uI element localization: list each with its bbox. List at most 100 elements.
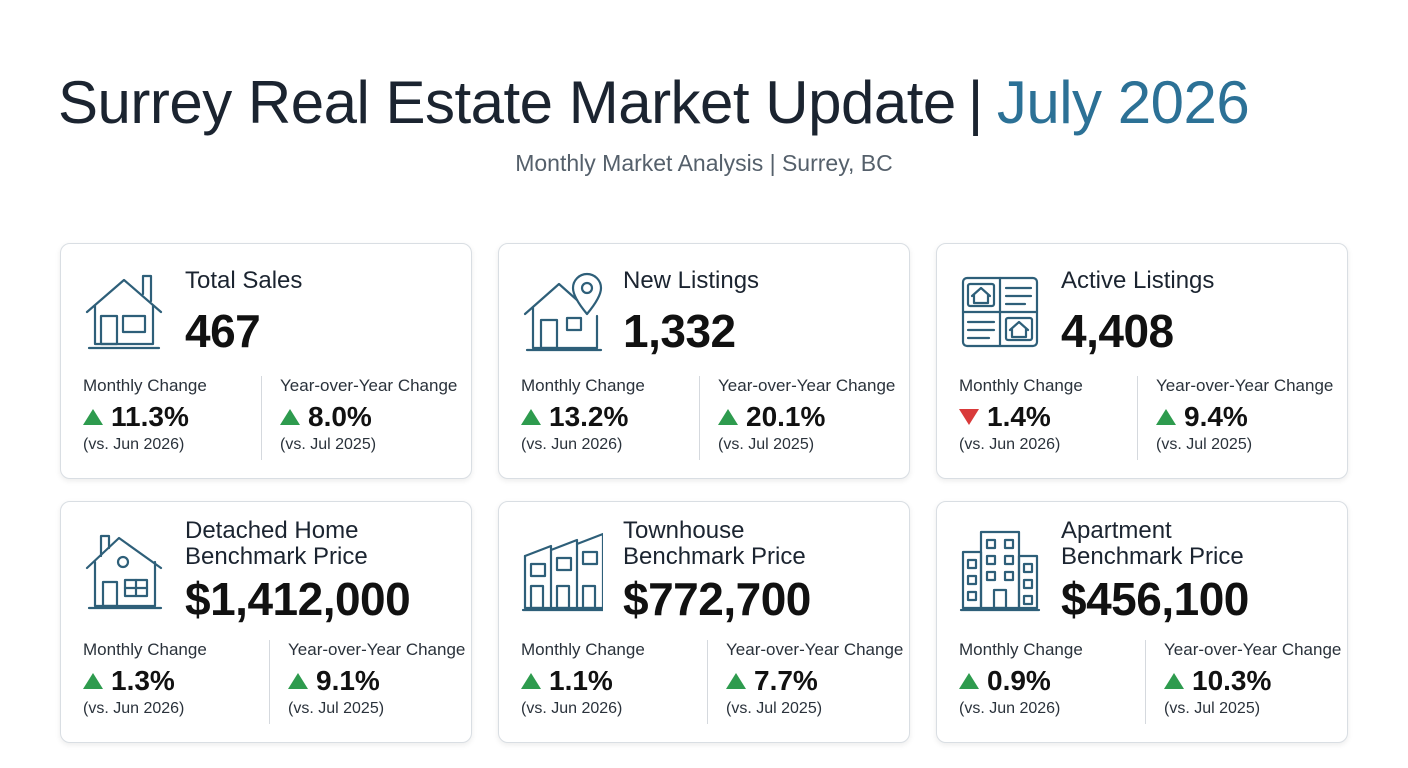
yoy-change: Year-over-Year Change 10.3% (vs. Jul 202… bbox=[1164, 640, 1354, 718]
house-icon bbox=[83, 268, 165, 354]
triangle-up-icon bbox=[521, 673, 541, 689]
card-new-listings: New Listings 1,332 Monthly Change 13.2% … bbox=[498, 243, 910, 479]
monthly-change: Monthly Change 11.3% (vs. Jun 2026) bbox=[83, 376, 273, 454]
triangle-up-icon bbox=[521, 409, 541, 425]
stat-value: 9.4% bbox=[1184, 401, 1248, 432]
triangle-up-icon bbox=[718, 409, 738, 425]
card-value: $772,700 bbox=[623, 573, 811, 625]
triangle-up-icon bbox=[959, 673, 979, 689]
card-label-line2: Benchmark Price bbox=[185, 543, 368, 570]
listings-board-icon bbox=[959, 268, 1041, 354]
card-total-sales: Total Sales 467 Monthly Change 11.3% (vs… bbox=[60, 243, 472, 479]
card-label: New Listings bbox=[623, 267, 760, 294]
apartment-building-icon bbox=[959, 526, 1041, 612]
card-stats: Monthly Change 1.4% (vs. Jun 2026) Year-… bbox=[937, 376, 1347, 468]
stat-note: (vs. Jun 2026) bbox=[83, 436, 185, 453]
stat-value: 8.0% bbox=[308, 401, 372, 432]
stat-note: (vs. Jun 2026) bbox=[521, 436, 623, 453]
title-month: July 2026 bbox=[996, 69, 1250, 136]
stat-value: 9.1% bbox=[316, 665, 380, 696]
card-active-listings: Active Listings 4,408 Monthly Change 1.4… bbox=[936, 243, 1348, 479]
stat-label: Year-over-Year Change bbox=[1164, 640, 1342, 659]
divider bbox=[1145, 640, 1146, 724]
stat-note: (vs. Jul 2025) bbox=[726, 700, 823, 717]
monthly-change: Monthly Change 0.9% (vs. Jun 2026) bbox=[959, 640, 1149, 718]
triangle-up-icon bbox=[83, 673, 103, 689]
stat-value: 13.2% bbox=[549, 401, 629, 432]
stat-label: Year-over-Year Change bbox=[718, 376, 896, 395]
yoy-change: Year-over-Year Change 9.1% (vs. Jul 2025… bbox=[288, 640, 478, 718]
card-label: Townhouse Benchmark Price bbox=[623, 518, 806, 570]
stat-note: (vs. Jun 2026) bbox=[83, 700, 185, 717]
divider bbox=[269, 640, 270, 724]
stat-note: (vs. Jun 2026) bbox=[959, 700, 1061, 717]
stat-note: (vs. Jul 2025) bbox=[280, 436, 377, 453]
townhouse-icon bbox=[521, 526, 603, 612]
divider bbox=[1137, 376, 1138, 460]
card-label: Total Sales bbox=[185, 267, 303, 294]
page-title: Surrey Real Estate Market Update | July 20… bbox=[58, 68, 1250, 137]
stat-value: 1.4% bbox=[987, 401, 1051, 432]
stat-label: Monthly Change bbox=[83, 640, 207, 659]
card-value: 4,408 bbox=[1061, 305, 1174, 357]
card-value: 1,332 bbox=[623, 305, 736, 357]
stat-value: 10.3% bbox=[1192, 665, 1272, 696]
stat-note: (vs. Jun 2026) bbox=[521, 700, 623, 717]
divider bbox=[699, 376, 700, 460]
stat-label: Year-over-Year Change bbox=[1156, 376, 1334, 395]
card-value: $456,100 bbox=[1061, 573, 1249, 625]
title-text: Surrey Real Estate Market Update bbox=[58, 69, 956, 136]
stat-note: (vs. Jun 2026) bbox=[959, 436, 1061, 453]
card-detached-home: Detached Home Benchmark Price $1,412,000 … bbox=[60, 501, 472, 743]
title-separator: | bbox=[967, 69, 984, 136]
card-stats: Monthly Change 1.1% (vs. Jun 2026) Year-… bbox=[499, 640, 909, 732]
stat-label: Year-over-Year Change bbox=[288, 640, 466, 659]
card-label-line2: Benchmark Price bbox=[1061, 543, 1244, 570]
stat-value: 1.3% bbox=[111, 665, 175, 696]
page-subtitle: Monthly Market Analysis | Surrey, BC bbox=[515, 150, 893, 176]
card-stats: Monthly Change 1.3% (vs. Jun 2026) Year-… bbox=[61, 640, 471, 732]
stat-label: Monthly Change bbox=[959, 376, 1083, 395]
yoy-change: Year-over-Year Change 8.0% (vs. Jul 2025… bbox=[280, 376, 470, 454]
stat-value: 1.1% bbox=[549, 665, 613, 696]
monthly-change: Monthly Change 1.4% (vs. Jun 2026) bbox=[959, 376, 1149, 454]
stat-label: Year-over-Year Change bbox=[726, 640, 904, 659]
monthly-change: Monthly Change 13.2% (vs. Jun 2026) bbox=[521, 376, 711, 454]
card-label-line1: Apartment bbox=[1061, 517, 1172, 544]
card-label: Active Listings bbox=[1061, 267, 1215, 294]
card-label: Detached Home Benchmark Price bbox=[185, 518, 368, 570]
triangle-up-icon bbox=[288, 673, 308, 689]
stat-note: (vs. Jul 2025) bbox=[1164, 700, 1261, 717]
stat-value: 20.1% bbox=[746, 401, 826, 432]
card-label-line2: Benchmark Price bbox=[623, 543, 806, 570]
stat-value: 11.3% bbox=[111, 401, 189, 432]
triangle-up-icon bbox=[1164, 673, 1184, 689]
triangle-up-icon bbox=[83, 409, 103, 425]
card-stats: Monthly Change 11.3% (vs. Jun 2026) Year… bbox=[61, 376, 471, 468]
triangle-down-icon bbox=[959, 409, 979, 425]
card-value: 467 bbox=[185, 305, 261, 357]
stat-label: Monthly Change bbox=[521, 376, 645, 395]
stat-note: (vs. Jul 2025) bbox=[288, 700, 385, 717]
divider bbox=[261, 376, 262, 460]
yoy-change: Year-over-Year Change 9.4% (vs. Jul 2025… bbox=[1156, 376, 1346, 454]
stat-note: (vs. Jul 2025) bbox=[718, 436, 815, 453]
yoy-change: Year-over-Year Change 7.7% (vs. Jul 2025… bbox=[726, 640, 916, 718]
card-townhouse: Townhouse Benchmark Price $772,700 Monthl… bbox=[498, 501, 910, 743]
triangle-up-icon bbox=[280, 409, 300, 425]
detached-house-icon bbox=[83, 526, 165, 612]
stat-label: Monthly Change bbox=[521, 640, 645, 659]
card-value: $1,412,000 bbox=[185, 573, 411, 625]
monthly-change: Monthly Change 1.1% (vs. Jun 2026) bbox=[521, 640, 711, 718]
stat-label: Year-over-Year Change bbox=[280, 376, 458, 395]
card-label-line1: Detached Home bbox=[185, 517, 359, 544]
card-label-line1: Townhouse bbox=[623, 517, 745, 544]
stat-note: (vs. Jul 2025) bbox=[1156, 436, 1253, 453]
monthly-change: Monthly Change 1.3% (vs. Jun 2026) bbox=[83, 640, 273, 718]
card-label: Apartment Benchmark Price bbox=[1061, 518, 1244, 570]
divider bbox=[707, 640, 708, 724]
stat-label: Monthly Change bbox=[959, 640, 1083, 659]
card-stats: Monthly Change 0.9% (vs. Jun 2026) Year-… bbox=[937, 640, 1347, 732]
yoy-change: Year-over-Year Change 20.1% (vs. Jul 202… bbox=[718, 376, 908, 454]
house-location-pin-icon bbox=[521, 268, 603, 354]
